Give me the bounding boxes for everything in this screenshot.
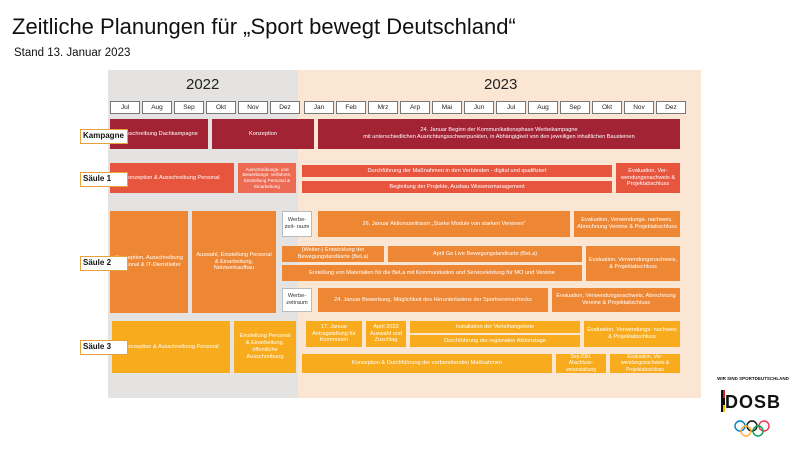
bar-s2-materialien: Erstellung von Materialien für die BeLa …: [282, 265, 582, 281]
row-label-saeule1: Säule 1: [80, 172, 128, 187]
box-s2-werbezeitraum-2: Werbe- zeitraum: [282, 288, 312, 312]
dosb-logo: WIR SIND SPORTDEUTSCHLAND DOSB: [712, 376, 794, 442]
bar-s2-bela-entwicklung: (Weiter-) Entwicklung der Bewegungslandk…: [282, 246, 384, 262]
bar-s2-aktionszeitraum: 26. Januar Aktionszeitraum „Starke Modul…: [318, 211, 570, 237]
bar-s3-abschlussveranstaltung: Sep./Okt. Abschluss- veranstaltung: [556, 354, 606, 373]
year-2023: 2023: [484, 76, 518, 93]
bar-s3-konzeption: Konzeption & Ausschreibung Personal: [112, 321, 230, 373]
bar-s2-bela-golive: April Go Live Bewegungslandkarte (BeLa): [388, 246, 582, 262]
month-box: Aug: [142, 101, 172, 114]
bar-s3-einstellung: Einstellung Personal & Einarbeitung, öff…: [234, 321, 296, 373]
month-box: Sep: [560, 101, 590, 114]
bar-s1-durchfuehrung: Durchführung der Maßnahmen in den Verbän…: [302, 165, 612, 177]
box-s2-werbezeitraum: Werbe- zeit- raum: [282, 211, 312, 237]
month-box: Dez: [270, 101, 300, 114]
month-box: Dez: [656, 101, 686, 114]
month-box: Sep: [174, 101, 204, 114]
bar-s1-konzeption: Konzeption & Ausschreibung Personal: [110, 163, 234, 193]
month-box: Mrz: [368, 101, 398, 114]
row-label-kampagne: Kampagne: [80, 129, 128, 144]
month-box: Aug: [528, 101, 558, 114]
page-subtitle: Stand 13. Januar 2023: [14, 47, 131, 59]
bar-s2-evaluation-3: Evaluation, Verwendungsnachweis, Abrechn…: [552, 288, 680, 312]
olympic-rings-icon: [721, 390, 770, 437]
month-box: Jul: [496, 101, 526, 114]
bar-s3-evaluation-2: Evaluation, Ver- wendungsnachweis & Proj…: [610, 354, 680, 373]
bar-s2-auswahl: Auswahl, Einstellung Personal & Einarbei…: [192, 211, 276, 313]
bar-s2-evaluation-2: Evaluation, Verwendungsnachweis, & Proje…: [586, 246, 680, 281]
month-box: Nov: [238, 101, 268, 114]
logo-tagline: WIR SIND SPORTDEUTSCHLAND: [717, 376, 789, 381]
bar-s3-installation: Installation der Verleihangebote: [410, 321, 580, 333]
bar-s2-bewerbung: 24. Januar Bewerbung, Möglichkeit des He…: [318, 288, 548, 312]
row-label-saeule3: Säule 3: [80, 340, 128, 355]
bar-s3-evaluation: Evaluation, Verwendungs- nachweis & Proj…: [584, 321, 680, 347]
bar-s3-vorbereitende-massnahmen: Konzeption & Durchführung der vorbereite…: [302, 354, 552, 373]
bar-s1-ausschreibung: Ausschreibungs- und Bewerbungs- verfahre…: [238, 163, 296, 193]
bar-s1-begleitung: Begleitung der Projekte, Ausbau Wissensm…: [302, 181, 612, 193]
month-box: Arp: [400, 101, 430, 114]
bar-s3-antragstellung: 17. Januar Antragstellung für Kommunen: [306, 321, 362, 347]
month-box: Okt: [206, 101, 236, 114]
month-box: Jan: [304, 101, 334, 114]
bar-kampagne-kommunikationsphase: 24. Januar Beginn der Kommunikationsphas…: [318, 119, 680, 149]
month-box: Okt: [592, 101, 622, 114]
year-2022: 2022: [186, 76, 220, 93]
month-box: Feb: [336, 101, 366, 114]
month-box: Mai: [432, 101, 462, 114]
month-box: Nov: [624, 101, 654, 114]
row-label-saeule2: Säule 2: [80, 256, 128, 271]
page-title: Zeitliche Planungen für „Sport bewegt De…: [12, 14, 516, 39]
bar-kampagne-konzeption: Konzeption: [212, 119, 314, 149]
bar-s3-aktionstage: Durchführung der regionalen Aktionstage: [410, 335, 580, 347]
month-box: Jun: [464, 101, 494, 114]
month-box: Jul: [110, 101, 140, 114]
bar-s3-auswahl: April 2023 Auswahl und Zuschlag: [366, 321, 406, 347]
logo-wordmark: DOSB: [724, 392, 781, 412]
bar-s1-evaluation: Evaluation, Ver- wendungsnachweis & Proj…: [616, 163, 680, 193]
bar-s2-evaluation-1: Evaluation, Verwendungs- nachweis, Abrec…: [574, 211, 680, 237]
